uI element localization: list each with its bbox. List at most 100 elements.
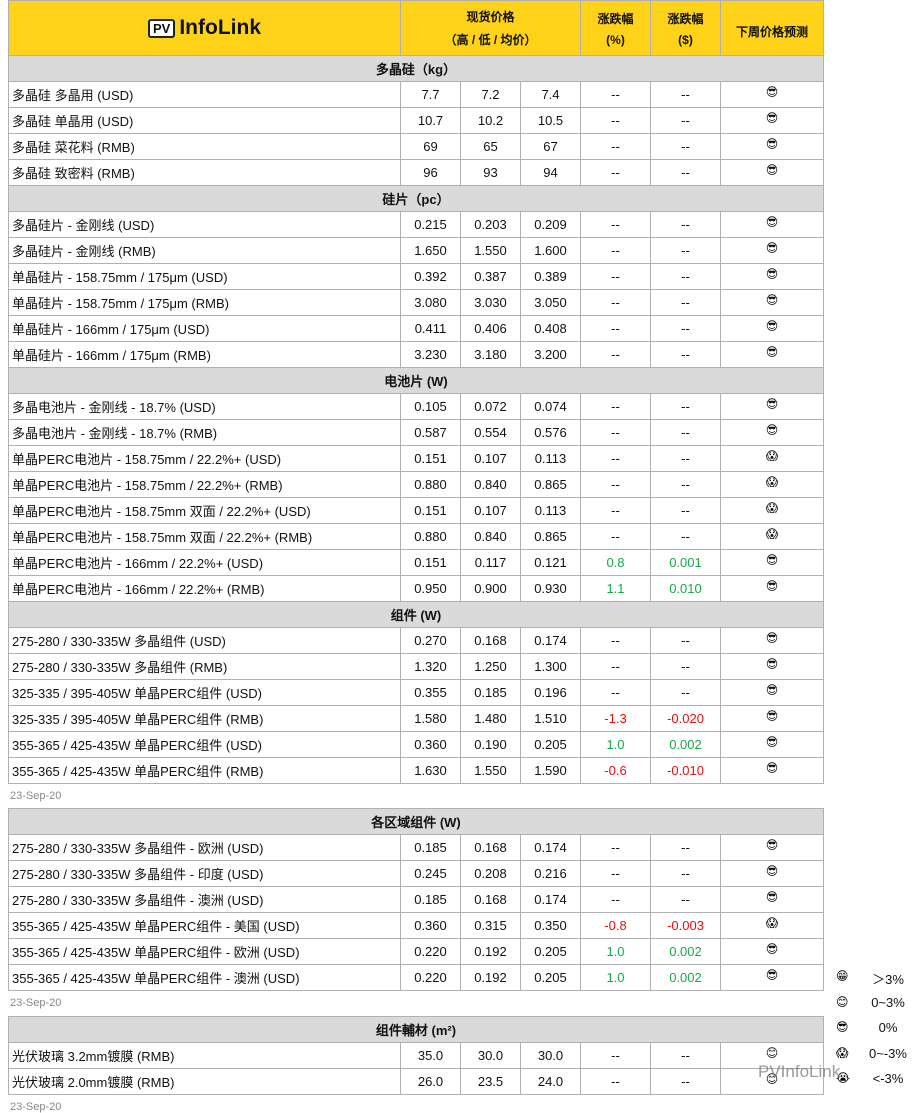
forecast-icon: 😎 bbox=[720, 159, 824, 186]
price-avg: 0.205 bbox=[520, 938, 581, 965]
change-pct: -- bbox=[580, 860, 651, 887]
change-abs: -- bbox=[650, 1068, 721, 1095]
price-avg: 67 bbox=[520, 133, 581, 160]
price-avg: 0.121 bbox=[520, 549, 581, 576]
change-abs: -0.003 bbox=[650, 912, 721, 939]
price-avg: 30.0 bbox=[520, 1042, 581, 1069]
change-pct: -- bbox=[580, 263, 651, 290]
legend-icon: 😱 bbox=[836, 1045, 849, 1060]
price-avg: 0.216 bbox=[520, 860, 581, 887]
price-avg: 1.600 bbox=[520, 237, 581, 264]
price-avg: 0.205 bbox=[520, 964, 581, 991]
change-pct: -- bbox=[580, 419, 651, 446]
change-abs: -- bbox=[650, 81, 721, 108]
forecast-title: 下周价格预测 bbox=[735, 25, 808, 39]
change-pct: -- bbox=[580, 679, 651, 706]
change-abs: -- bbox=[650, 289, 721, 316]
row-label: 325-335 / 395-405W 单晶PERC组件 (RMB) bbox=[8, 705, 401, 732]
forecast-icon: 😎 bbox=[720, 133, 824, 160]
price-avg: 0.196 bbox=[520, 679, 581, 706]
row-label: 355-365 / 425-435W 单晶PERC组件 - 欧洲 (USD) bbox=[8, 938, 401, 965]
price-high: 0.360 bbox=[400, 731, 461, 758]
price-sub: （高 / 低 / 均价） bbox=[444, 33, 537, 47]
price-avg: 0.408 bbox=[520, 315, 581, 342]
change-abs: 0.010 bbox=[650, 575, 721, 602]
price-avg: 24.0 bbox=[520, 1068, 581, 1095]
price-high: 10.7 bbox=[400, 107, 461, 134]
price-low: 0.203 bbox=[460, 211, 521, 238]
row-label: 单晶硅片 - 166mm / 175μm (USD) bbox=[8, 315, 401, 342]
forecast-icon: 😎 bbox=[720, 964, 824, 991]
abs-title: 涨跌幅 bbox=[667, 11, 704, 26]
change-abs: 0.001 bbox=[650, 549, 721, 576]
date: 23-Sep-20 bbox=[10, 790, 62, 802]
row-label: 355-365 / 425-435W 单晶PERC组件 - 澳洲 (USD) bbox=[8, 964, 401, 991]
price-title: 现货价格 bbox=[466, 10, 515, 24]
date: 23-Sep-20 bbox=[10, 997, 62, 1009]
change-pct: -- bbox=[580, 471, 651, 498]
price-avg: 3.200 bbox=[520, 341, 581, 368]
change-abs: -- bbox=[650, 886, 721, 913]
row-label: 单晶PERC电池片 - 158.75mm / 22.2%+ (USD) bbox=[8, 445, 401, 472]
change-pct: -- bbox=[580, 107, 651, 134]
legend-icon: 😎 bbox=[836, 1020, 849, 1034]
price-avg: 0.865 bbox=[520, 471, 581, 498]
price-low: 0.168 bbox=[460, 627, 521, 654]
forecast-icon: 😎 bbox=[720, 81, 824, 108]
logo-text: InfoLink bbox=[179, 16, 261, 39]
price-low: 0.208 bbox=[460, 860, 521, 887]
change-pct: -- bbox=[580, 133, 651, 160]
forecast-icon: 😎 bbox=[720, 834, 824, 861]
change-abs: -- bbox=[650, 133, 721, 160]
section-title: 多晶硅（kg） bbox=[8, 55, 824, 82]
row-label: 多晶硅 单晶用 (USD) bbox=[8, 107, 401, 134]
price-avg: 7.4 bbox=[520, 81, 581, 108]
change-abs: -- bbox=[650, 341, 721, 368]
price-high: 0.880 bbox=[400, 523, 461, 550]
change-abs: -- bbox=[650, 860, 721, 887]
price-high: 1.580 bbox=[400, 705, 461, 732]
row-label: 单晶PERC电池片 - 158.75mm 双面 / 22.2%+ (RMB) bbox=[8, 523, 401, 550]
price-avg: 0.113 bbox=[520, 497, 581, 524]
change-pct: -- bbox=[580, 341, 651, 368]
price-avg: 0.174 bbox=[520, 886, 581, 913]
change-abs: -- bbox=[650, 1042, 721, 1069]
price-high: 1.650 bbox=[400, 237, 461, 264]
legend-icon: 😁 bbox=[836, 969, 849, 983]
change-pct: -0.6 bbox=[580, 757, 651, 784]
change-abs: -0.020 bbox=[650, 705, 721, 732]
forecast-icon: 😎 bbox=[720, 211, 824, 238]
row-label: 355-365 / 425-435W 单晶PERC组件 (RMB) bbox=[8, 757, 401, 784]
change-pct: 0.8 bbox=[580, 549, 651, 576]
price-avg: 0.174 bbox=[520, 627, 581, 654]
price-high: 0.587 bbox=[400, 419, 461, 446]
change-pct: -- bbox=[580, 627, 651, 654]
forecast-icon: 😎 bbox=[720, 627, 824, 654]
change-abs: -- bbox=[650, 471, 721, 498]
row-label: 单晶硅片 - 158.75mm / 175μm (RMB) bbox=[8, 289, 401, 316]
price-high: 0.270 bbox=[400, 627, 461, 654]
price-high: 26.0 bbox=[400, 1068, 461, 1095]
price-low: 0.554 bbox=[460, 419, 521, 446]
price-high: 0.950 bbox=[400, 575, 461, 602]
price-high: 1.630 bbox=[400, 757, 461, 784]
section-title: 各区域组件 (W) bbox=[8, 808, 824, 835]
forecast-icon: 😎 bbox=[720, 886, 824, 913]
price-avg: 1.590 bbox=[520, 757, 581, 784]
price-low: 7.2 bbox=[460, 81, 521, 108]
price-high: 0.185 bbox=[400, 886, 461, 913]
change-abs: -- bbox=[650, 653, 721, 680]
change-pct: -1.3 bbox=[580, 705, 651, 732]
price-high: 35.0 bbox=[400, 1042, 461, 1069]
price-high: 3.230 bbox=[400, 341, 461, 368]
logo-badge: PV bbox=[148, 18, 176, 38]
forecast-icon: 😎 bbox=[720, 653, 824, 680]
price-avg: 0.350 bbox=[520, 912, 581, 939]
row-label: 单晶PERC电池片 - 166mm / 22.2%+ (USD) bbox=[8, 549, 401, 576]
row-label: 多晶硅 多晶用 (USD) bbox=[8, 81, 401, 108]
price-low: 0.107 bbox=[460, 497, 521, 524]
change-abs: -- bbox=[650, 107, 721, 134]
change-abs: -- bbox=[650, 679, 721, 706]
price-high: 0.220 bbox=[400, 964, 461, 991]
price-low: 0.900 bbox=[460, 575, 521, 602]
